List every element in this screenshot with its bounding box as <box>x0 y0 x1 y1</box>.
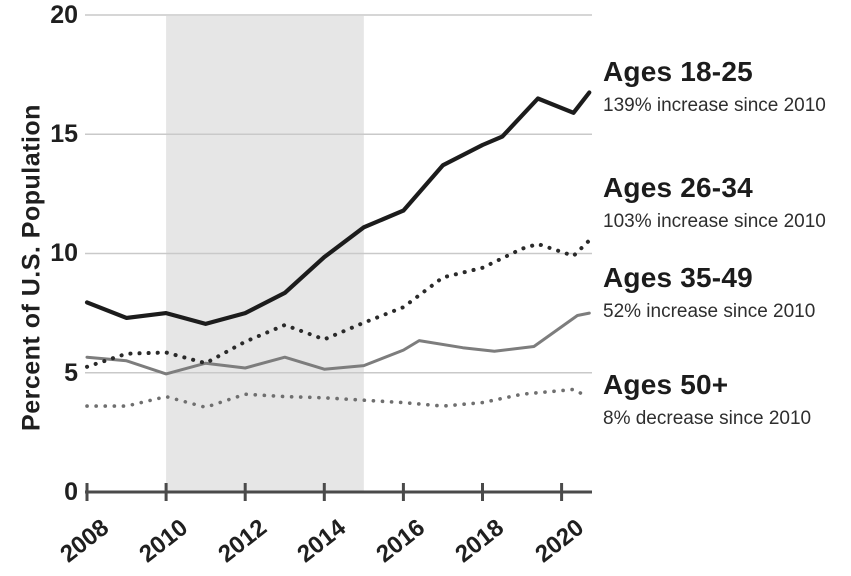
line-ages-18-25 <box>84 90 592 326</box>
line-ages-26-34 <box>85 238 592 369</box>
legend-sub-ages-26-34: 103% increase since 2010 <box>603 211 826 232</box>
legend-title-ages-50-plus: Ages 50+ <box>603 369 729 400</box>
y-tick-label-15: 15 <box>50 120 78 148</box>
legend-sub-ages-18-25: 139% increase since 2010 <box>603 95 826 116</box>
legend-title-ages-35-49: Ages 35-49 <box>603 262 753 293</box>
legend-entry-ages-35-49: Ages 35-49 52% increase since 2010 <box>603 263 851 323</box>
legend-entry-ages-50-plus: Ages 50+ 8% decrease since 2010 <box>603 370 851 430</box>
legend-entry-ages-26-34: Ages 26-34 103% increase since 2010 <box>603 173 851 233</box>
legend-title-ages-26-34: Ages 26-34 <box>603 172 753 203</box>
line-ages-35-49 <box>85 311 591 376</box>
y-tick-label-0: 0 <box>64 478 78 506</box>
y-tick-label-20: 20 <box>50 1 78 29</box>
line-ages-50- <box>85 387 590 410</box>
legend-sub-ages-50-plus: 8% decrease since 2010 <box>603 408 812 429</box>
legend-entry-ages-18-25: Ages 18-25 139% increase since 2010 <box>603 57 851 117</box>
y-tick-label-10: 10 <box>50 239 78 267</box>
legend-sub-ages-35-49: 52% increase since 2010 <box>603 301 816 322</box>
y-tick-label-5: 5 <box>64 359 78 387</box>
legend-title-ages-18-25: Ages 18-25 <box>603 56 753 87</box>
